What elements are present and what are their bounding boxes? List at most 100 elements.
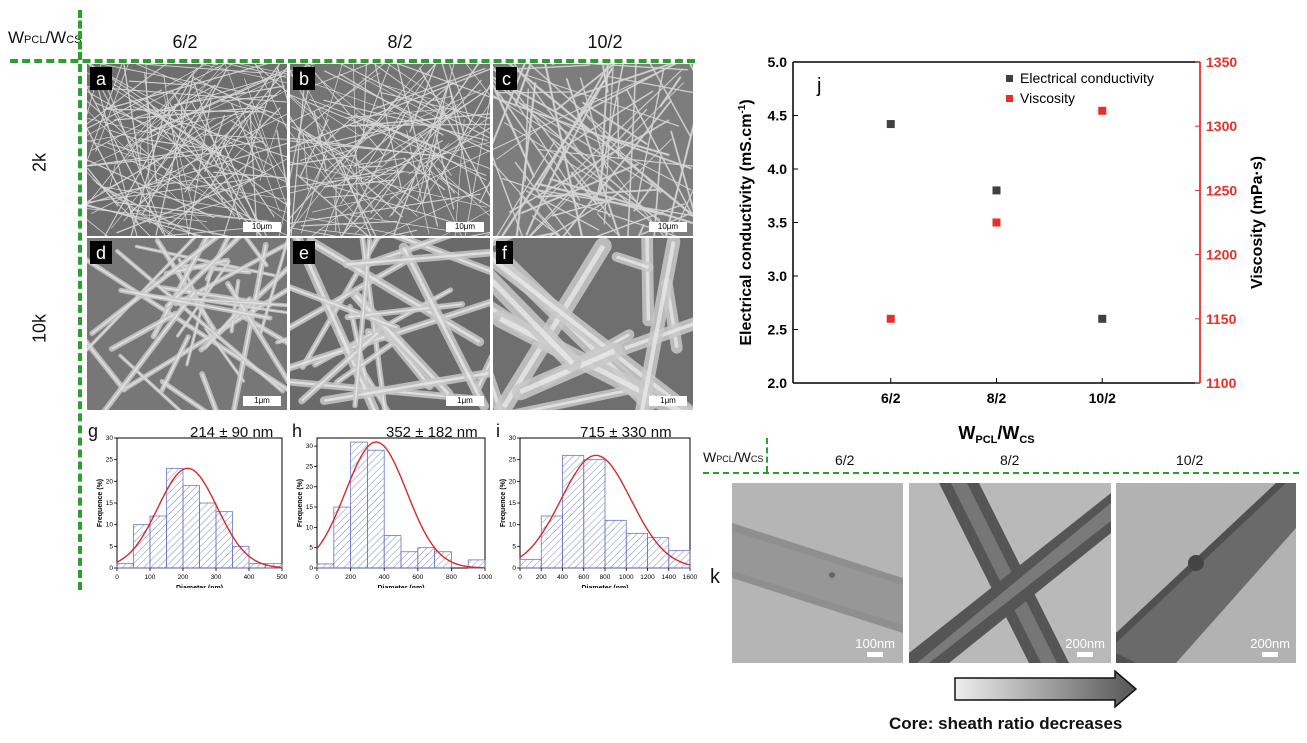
tem-ratio-sub-pcl: PCL — [716, 454, 734, 464]
x-axis-label-sep: /W — [997, 423, 1019, 443]
fiber-highlight — [87, 151, 222, 167]
fiber-highlight — [526, 190, 599, 231]
tem-header-vdivider — [766, 438, 768, 472]
fiber-highlight — [87, 341, 125, 391]
fiber-highlight — [549, 193, 618, 236]
chart-j: 2.0 2.5 3.0 3.5 4.0 4.5 5.0 1100 1150 1200 1250 130… — [737, 54, 1266, 445]
fiber-highlight — [525, 74, 679, 127]
panel-label-d: d — [90, 241, 113, 264]
fiber-highlight — [470, 232, 490, 236]
y-tick-label: 5 — [309, 545, 313, 552]
left-axis-label-main: Electrical conductivity (mS.cm — [738, 114, 755, 346]
y-tick-label: 0 — [309, 565, 313, 572]
row-divider — [78, 64, 82, 590]
fiber-highlight — [130, 105, 167, 236]
fiber-highlight — [387, 64, 490, 134]
y-axis-label: Frequence (%) — [297, 479, 304, 527]
fiber-highlight — [248, 108, 281, 139]
legend-label-conductivity: Electrical conductivity — [1020, 70, 1154, 86]
fiber-highlight — [318, 229, 373, 236]
fiber-highlight — [87, 91, 211, 165]
x-tick-label: 600 — [412, 574, 423, 581]
fiber-highlight — [406, 223, 413, 236]
x-tick-label: 400 — [557, 574, 568, 581]
tem-scale-6-2: 100nm — [855, 636, 895, 657]
ratio-w: W — [8, 28, 25, 47]
fiber-highlight — [566, 78, 620, 236]
y-tick-label: 15 — [106, 500, 114, 507]
viscosity-point — [992, 218, 1001, 227]
fiber-highlight — [515, 162, 572, 236]
tem-scale-text-10-2: 200nm — [1250, 636, 1290, 651]
fiber-highlight — [290, 66, 314, 179]
fiber-highlight — [231, 103, 263, 173]
fiber-highlight — [145, 85, 216, 188]
tem-scale-text-8-2: 200nm — [1065, 636, 1105, 651]
fiber-highlight — [129, 80, 188, 86]
tem-scale-text-6-2: 100nm — [855, 636, 895, 651]
ratio-sep: /W — [45, 28, 67, 47]
histogram-bar — [383, 535, 402, 569]
y-tick-label: 25 — [306, 463, 314, 470]
viscosity-point — [1098, 106, 1107, 115]
fiber-highlight — [192, 76, 287, 126]
histogram-bar — [316, 563, 335, 569]
fiber-highlight — [96, 182, 173, 236]
fiber-highlight — [124, 64, 215, 162]
fiber-highlight — [149, 70, 287, 133]
fiber-highlight — [113, 83, 287, 206]
fiber-highlight — [320, 113, 358, 147]
sem-fibers-f — [493, 238, 693, 410]
fiber-highlight — [290, 140, 444, 157]
ratio-header-left: WPCL/WCS — [8, 28, 82, 48]
fiber-highlight — [333, 196, 341, 236]
left-axis-label-sup: -1 — [737, 104, 748, 113]
histogram-bar — [367, 449, 385, 569]
histogram-h: 0 200 400 600 800 1000 0 5 10 15 20 25 30 Diameter (n… — [297, 437, 493, 588]
histogram-i: 0 200 400 600 800 1000 1200 1400 1600 0 5 10 15 20 25 3… — [500, 435, 698, 588]
fiber-highlight — [324, 125, 383, 173]
fiber-highlight — [290, 155, 328, 233]
x-tick-label: 0 — [315, 574, 319, 581]
column-header-6-2: 6/2 — [172, 32, 198, 52]
y-tick-label: 30 — [509, 435, 517, 442]
left-tick-label: 2.0 — [768, 375, 788, 391]
fiber — [290, 371, 295, 410]
scale-text-d: 1μm — [243, 396, 281, 406]
header-divider — [10, 59, 695, 63]
fiber-highlight — [87, 100, 191, 192]
scale-text-e: 1μm — [446, 396, 484, 406]
fiber-highlight — [552, 198, 616, 216]
fiber-highlight — [354, 240, 371, 406]
tem-scale-8-2: 200nm — [1065, 636, 1105, 657]
fiber-highlight — [400, 238, 490, 273]
fiber-highlight — [120, 289, 271, 319]
sem-fibers-d — [87, 238, 287, 410]
fiber-highlight — [594, 148, 664, 236]
fiber-highlight — [290, 64, 424, 231]
sem-image-d: d 1μm — [87, 238, 287, 410]
fiber-highlight — [670, 131, 693, 210]
left-tick-label: 4.5 — [768, 108, 788, 124]
tem-header-divider — [703, 472, 1299, 474]
y-tick-label: 25 — [106, 457, 114, 464]
fiber-highlight — [310, 240, 481, 344]
tem-image-10-2: 200nm — [1116, 483, 1296, 663]
fiber-highlight — [165, 64, 207, 87]
fiber-highlight — [323, 179, 395, 187]
fiber-highlight — [290, 64, 307, 236]
fiber-highlight — [518, 102, 663, 192]
fiber-highlight — [519, 193, 558, 236]
fiber-highlight — [139, 138, 203, 149]
fiber-highlight — [495, 88, 580, 208]
fiber-highlight — [91, 238, 217, 334]
fiber-highlight — [245, 175, 275, 217]
ratio-sub-cs: CS — [66, 34, 82, 46]
fiber-highlight — [597, 213, 620, 236]
y-axis-label: Frequence (%) — [500, 479, 507, 527]
fiber-highlight — [87, 143, 287, 205]
fiber-highlight — [104, 291, 196, 410]
histogram-bar — [668, 550, 691, 569]
x-tick-label: 500 — [277, 574, 288, 581]
fiber-highlight — [638, 224, 644, 236]
